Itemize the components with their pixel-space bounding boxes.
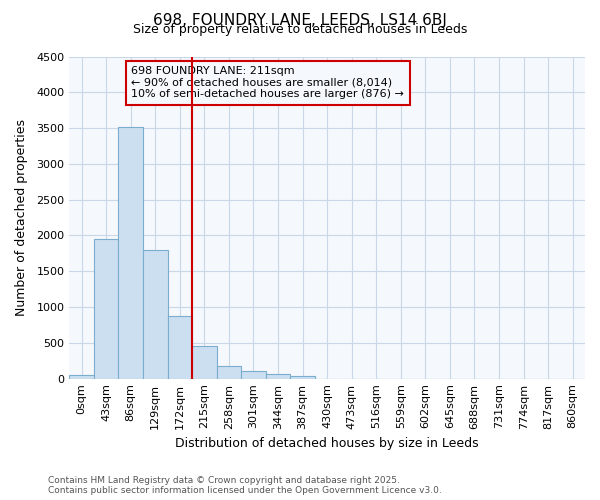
Text: Size of property relative to detached houses in Leeds: Size of property relative to detached ho… — [133, 22, 467, 36]
Bar — [217, 366, 241, 378]
Text: Contains HM Land Registry data © Crown copyright and database right 2025.
Contai: Contains HM Land Registry data © Crown c… — [48, 476, 442, 495]
Bar — [118, 126, 143, 378]
Bar — [192, 346, 217, 378]
Bar — [266, 374, 290, 378]
Bar — [70, 375, 94, 378]
Bar — [241, 371, 266, 378]
Bar — [290, 376, 315, 378]
Bar — [167, 316, 192, 378]
Bar — [94, 239, 118, 378]
Text: 698, FOUNDRY LANE, LEEDS, LS14 6BJ: 698, FOUNDRY LANE, LEEDS, LS14 6BJ — [153, 12, 447, 28]
Y-axis label: Number of detached properties: Number of detached properties — [15, 119, 28, 316]
Bar — [143, 250, 167, 378]
Text: 698 FOUNDRY LANE: 211sqm
← 90% of detached houses are smaller (8,014)
10% of sem: 698 FOUNDRY LANE: 211sqm ← 90% of detach… — [131, 66, 404, 100]
X-axis label: Distribution of detached houses by size in Leeds: Distribution of detached houses by size … — [175, 437, 479, 450]
